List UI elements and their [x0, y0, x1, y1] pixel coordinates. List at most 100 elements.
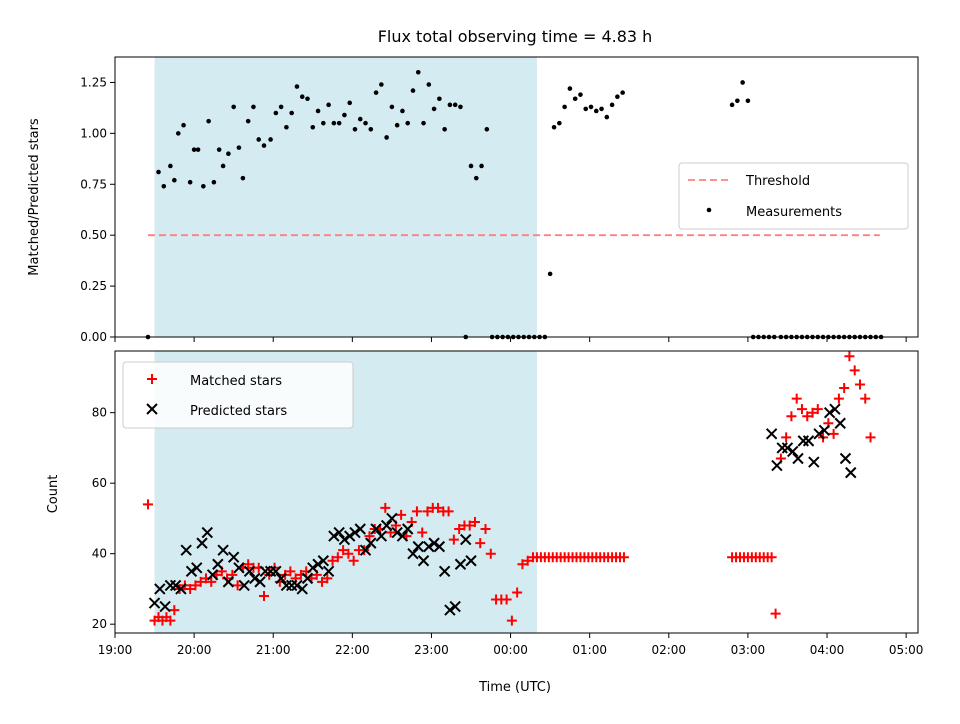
matched-star-point — [348, 555, 359, 566]
measurement-point — [593, 108, 599, 114]
measurement-point — [557, 120, 562, 126]
predicted-star-point — [460, 533, 472, 546]
predicted-star-point — [191, 562, 203, 574]
measurement-point — [729, 102, 735, 108]
matched-star-point — [781, 432, 792, 443]
predicted-star-point — [254, 576, 266, 588]
legend-matched-swatch — [147, 374, 157, 384]
predicted-star-point — [359, 544, 372, 556]
predicted-star-point — [396, 530, 409, 542]
predicted-star-point — [343, 530, 356, 542]
matched-star-point — [322, 573, 333, 584]
measurement-point — [405, 120, 411, 126]
measurement-point — [268, 137, 273, 142]
measurement-point — [294, 84, 300, 89]
predicted-star-point — [454, 558, 467, 570]
predicted-star-point — [818, 424, 831, 437]
measurement-point — [201, 184, 206, 189]
x-tick-label: 23:00 — [414, 643, 449, 657]
legend-box — [122, 361, 354, 429]
x-tick-label: 03:00 — [731, 643, 766, 657]
plot-frame — [114, 350, 919, 634]
predicted-star-point — [249, 572, 261, 585]
predicted-star-point — [233, 562, 245, 574]
predicted-star-point — [217, 544, 229, 556]
matched-star-point — [796, 404, 807, 415]
measurement-point — [588, 104, 594, 110]
matched-star-point — [517, 559, 528, 570]
matched-star-point — [364, 531, 375, 542]
legend-box — [678, 162, 909, 230]
measurement-point — [168, 163, 173, 169]
predicted-star-point — [834, 417, 846, 429]
matched-star-point — [343, 548, 354, 559]
y-tick-label: 20 — [92, 617, 107, 631]
predicted-star-point — [839, 452, 852, 465]
predicted-star-point — [312, 558, 324, 570]
matched-star-point — [512, 587, 523, 598]
matched-star-point — [506, 615, 517, 626]
measurement-point — [421, 120, 426, 126]
predicted-star-point — [296, 583, 308, 595]
matched-star-point — [812, 404, 823, 415]
matched-star-point — [169, 605, 180, 616]
measurement-point — [289, 110, 294, 116]
predicted-star-point — [222, 576, 235, 588]
measurement-point — [299, 94, 305, 100]
predicted-star-point — [201, 526, 214, 539]
measurement-point — [321, 120, 326, 126]
predicted-star-point — [275, 572, 287, 585]
matched-star-point — [618, 552, 629, 563]
measurement-point — [373, 90, 379, 95]
measurement-point — [278, 104, 284, 110]
measurement-point — [181, 122, 186, 128]
predicted-star-point — [317, 555, 330, 567]
predicted-star-point — [412, 540, 424, 553]
predicted-star-point — [417, 555, 430, 567]
matched-star-point — [206, 576, 217, 587]
predicted-star-point — [212, 558, 224, 570]
measurement-point — [231, 104, 236, 110]
matched-star-point — [433, 502, 444, 513]
predicted-star-point — [175, 583, 187, 595]
measurement-point — [468, 163, 474, 169]
matched-star-point — [833, 393, 844, 404]
x-tick-label: 01:00 — [572, 643, 607, 657]
predicted-star-point — [227, 551, 240, 563]
matched-star-point — [475, 538, 486, 549]
predicted-star-point — [159, 600, 171, 613]
matched-star-point — [380, 502, 391, 513]
matched-star-point — [338, 545, 349, 556]
measurement-point — [578, 92, 583, 97]
matched-star-point — [285, 566, 296, 577]
matched-star-point — [454, 524, 465, 535]
predicted-star-point — [322, 565, 335, 578]
bottom-y-axis-label: Count — [46, 475, 61, 514]
matched-star-point — [469, 516, 480, 527]
matched-star-point — [258, 590, 269, 601]
predicted-star-point — [465, 555, 477, 567]
predicted-star-point — [402, 523, 414, 535]
predicted-star-point — [354, 523, 366, 535]
measurement-point — [191, 147, 197, 152]
measurement-point — [572, 96, 578, 102]
matched-star-point — [443, 506, 454, 517]
predicted-star-point — [808, 456, 820, 468]
predicted-star-point — [333, 526, 345, 539]
matched-star-point — [860, 393, 871, 404]
matched-star-point — [327, 555, 338, 566]
measurement-point — [604, 114, 610, 120]
measurement-point — [740, 80, 745, 85]
observing-window-shade — [154, 57, 537, 337]
measurement-point — [735, 98, 740, 104]
matched-star-point — [485, 548, 496, 559]
y-tick-label: 0.25 — [80, 279, 107, 293]
measurement-point — [389, 104, 395, 110]
x-tick-label: 02:00 — [651, 643, 686, 657]
x-tick-label: 19:00 — [98, 643, 133, 657]
predicted-star-point — [148, 597, 161, 609]
predicted-star-point — [433, 540, 446, 553]
measurement-point — [211, 179, 217, 185]
measurement-point — [551, 124, 557, 130]
